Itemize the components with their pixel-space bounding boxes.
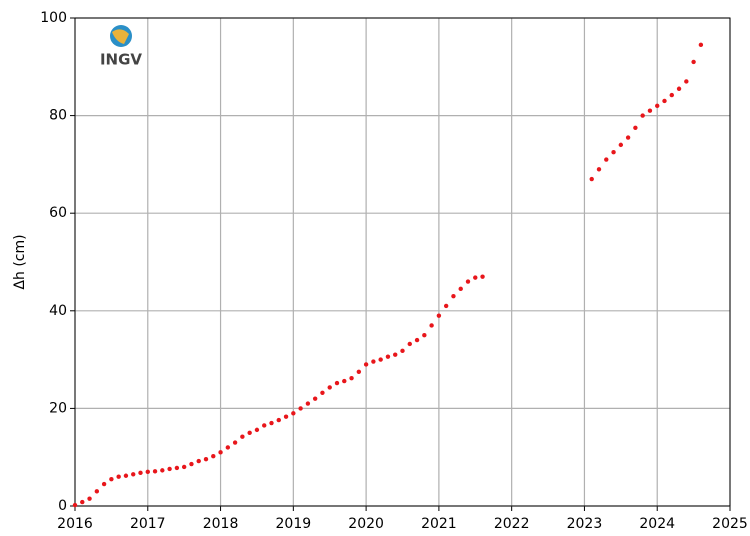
data-point <box>145 469 150 475</box>
data-point <box>152 469 158 474</box>
x-tick-label: 2019 <box>276 516 312 532</box>
data-point <box>655 103 660 109</box>
data-point <box>174 465 180 471</box>
data-point <box>327 385 332 390</box>
data-point <box>138 470 143 476</box>
data-point <box>298 406 303 411</box>
y-tick-label: 20 <box>49 400 67 416</box>
logo: INGV <box>100 25 142 69</box>
data-point <box>276 417 281 423</box>
data-point <box>160 468 165 473</box>
data-point <box>240 434 245 439</box>
data-point <box>80 499 85 505</box>
x-tick-label: 2023 <box>567 516 603 532</box>
y-tick-label: 60 <box>49 205 67 221</box>
data-point <box>291 411 296 416</box>
data-point <box>596 167 602 172</box>
data-point <box>131 472 136 477</box>
data-point <box>662 98 667 104</box>
x-tick-label: 2024 <box>639 516 675 532</box>
data-point <box>334 380 340 386</box>
data-point <box>363 362 369 367</box>
data-point <box>123 473 129 478</box>
logo-land <box>112 29 129 44</box>
data-point <box>109 476 114 482</box>
data-point <box>320 390 325 395</box>
data-point <box>647 108 653 113</box>
data-point <box>473 275 478 280</box>
data-point <box>72 502 78 508</box>
data-point <box>589 176 594 182</box>
data-point <box>451 293 456 299</box>
logo-text: INGV <box>100 51 142 69</box>
data-point <box>625 135 631 140</box>
data-point <box>211 454 216 459</box>
data-point <box>232 440 238 445</box>
y-tick-label: 0 <box>58 498 67 514</box>
data-point <box>640 113 645 118</box>
data-point <box>436 313 442 318</box>
data-point <box>262 423 267 428</box>
x-tick-label: 2021 <box>421 516 457 532</box>
data-point <box>189 461 194 467</box>
data-point <box>196 458 201 464</box>
data-point <box>101 481 107 487</box>
data-point <box>94 489 100 494</box>
data-point <box>691 59 696 65</box>
x-tick-label: 2016 <box>57 516 93 532</box>
data-point <box>480 274 485 279</box>
data-point <box>422 333 427 338</box>
data-point <box>378 357 383 362</box>
data-point <box>371 359 376 364</box>
data-point <box>400 348 405 354</box>
data-point <box>312 396 318 401</box>
data-point <box>356 369 362 374</box>
data-point <box>684 79 689 84</box>
data-point <box>349 375 354 381</box>
x-tick-label: 2017 <box>130 516 166 532</box>
data-point <box>633 125 638 130</box>
data-point <box>393 352 398 357</box>
data-point <box>116 474 121 479</box>
data-point <box>414 337 420 343</box>
data-point <box>167 466 172 472</box>
data-point <box>443 303 449 309</box>
x-tick-label: 2022 <box>494 516 530 532</box>
y-axis-label: Δh (cm) <box>12 234 28 289</box>
data-point <box>342 378 347 384</box>
data-point <box>254 427 260 433</box>
data-point <box>429 323 434 328</box>
data-point <box>698 42 704 48</box>
data-point <box>203 456 209 462</box>
data-point <box>676 86 682 91</box>
data-point <box>218 450 223 455</box>
data-point <box>611 150 616 155</box>
y-tick-label: 40 <box>49 303 67 319</box>
data-point <box>407 341 412 347</box>
plot-frame <box>74 17 731 507</box>
data-point <box>604 157 609 162</box>
data-point <box>269 420 274 426</box>
data-point <box>181 464 187 470</box>
x-tick-label: 2020 <box>348 516 384 532</box>
data-point <box>669 92 674 98</box>
x-tick-label: 2025 <box>712 516 748 532</box>
data-point <box>225 445 231 450</box>
data-point <box>283 414 289 419</box>
data-point <box>465 279 471 284</box>
x-tick-label: 2018 <box>203 516 239 532</box>
y-tick-label: 100 <box>40 10 67 26</box>
data-point <box>385 354 391 359</box>
y-tick-label: 80 <box>49 108 67 124</box>
data-point <box>247 430 252 435</box>
data-point <box>618 142 624 148</box>
data-point <box>305 401 311 406</box>
data-point <box>458 286 463 292</box>
data-point <box>87 496 92 501</box>
